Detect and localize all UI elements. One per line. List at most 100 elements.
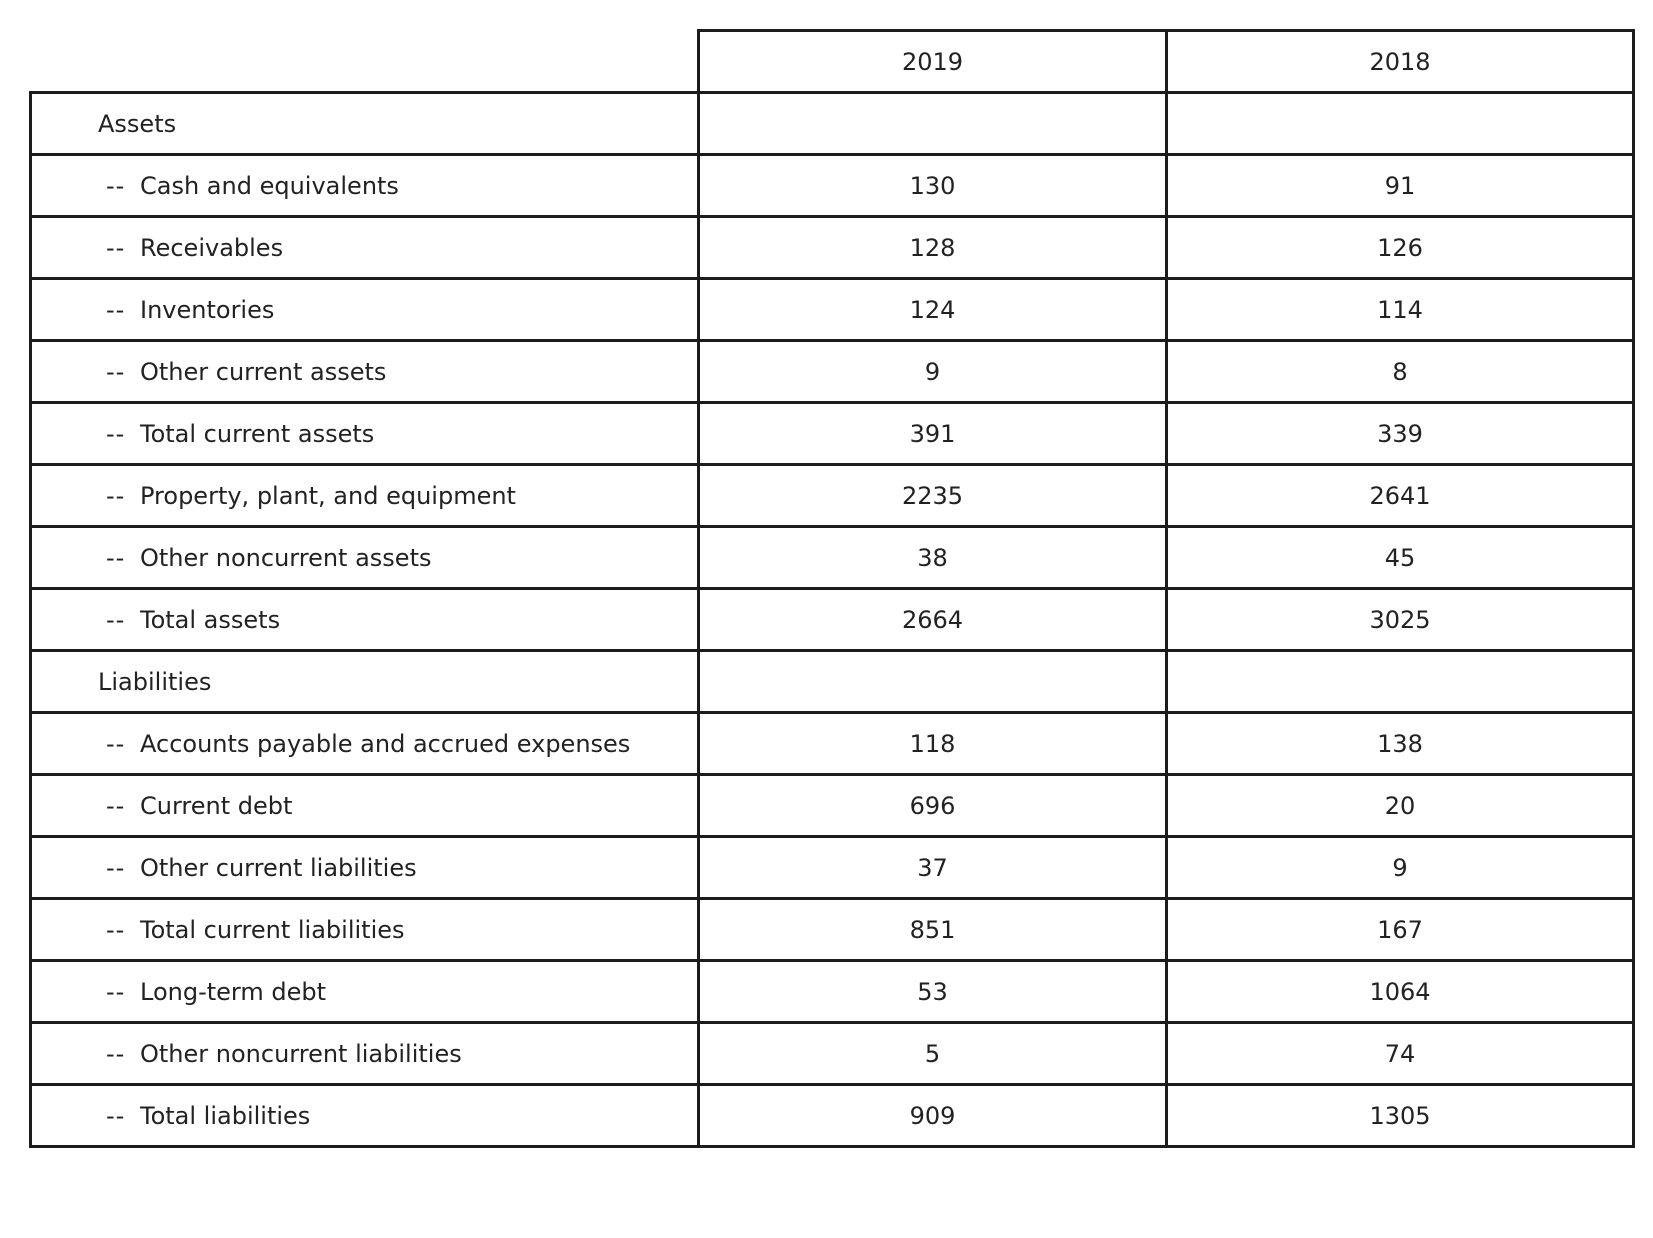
table-row: -- Total current assets 391 339 (29, 401, 1635, 466)
row-label: Receivables (140, 233, 284, 262)
table-row: -- Total assets 2664 3025 (29, 587, 1635, 652)
value-cell-2019: 53 (697, 959, 1168, 1024)
item-prefix: -- (106, 853, 126, 882)
value-cell-2018: 1064 (1165, 959, 1635, 1024)
item-prefix: -- (106, 419, 126, 448)
row-label: Other noncurrent assets (140, 543, 432, 572)
value-cell-2019: 130 (697, 153, 1168, 218)
table-row: -- Total current liabilities 851 167 (29, 897, 1635, 962)
section-heading: Assets (29, 91, 700, 156)
value-cell-2019: 9 (697, 339, 1168, 404)
row-label: Other current liabilities (140, 853, 417, 882)
row-label-cell: -- Current debt (29, 773, 700, 838)
table-row: -- Other current liabilities 37 9 (29, 835, 1635, 900)
item-prefix: -- (106, 605, 126, 634)
value-cell-2019: 696 (697, 773, 1168, 838)
value-cell-2019: 38 (697, 525, 1168, 590)
value-cell-2018: 9 (1165, 835, 1635, 900)
row-label-cell: -- Cash and equivalents (29, 153, 700, 218)
value-cell-2018: 20 (1165, 773, 1635, 838)
table-row: -- Total liabilities 909 1305 (29, 1083, 1635, 1148)
item-prefix: -- (106, 1039, 126, 1068)
row-label: Cash and equivalents (140, 171, 399, 200)
value-cell-2019: 124 (697, 277, 1168, 342)
value-cell-2019: 909 (697, 1083, 1168, 1148)
row-label-cell: -- Total current assets (29, 401, 700, 466)
value-cell-2019: 118 (697, 711, 1168, 776)
row-label: Total current assets (140, 419, 375, 448)
section-row: Liabilities (29, 649, 1635, 714)
row-label-cell: -- Other current liabilities (29, 835, 700, 900)
item-prefix: -- (106, 977, 126, 1006)
value-cell-2018: 91 (1165, 153, 1635, 218)
row-label: Total assets (140, 605, 281, 634)
balance-sheet: 2019 2018 Assets -- Cash and equivalents 13… (29, 29, 1635, 1148)
value-cell-2019: 391 (697, 401, 1168, 466)
column-header-2018: 2018 (1165, 29, 1635, 94)
table-row: -- Long-term debt 53 1064 (29, 959, 1635, 1024)
header-row: 2019 2018 (30, 29, 1635, 94)
value-cell-2018: 74 (1165, 1021, 1635, 1086)
table-row: -- Property, plant, and equipment 2235 2641 (29, 463, 1635, 528)
row-label-cell: -- Other noncurrent assets (29, 525, 700, 590)
table-row: -- Other noncurrent liabilities 5 74 (29, 1021, 1635, 1086)
value-cell-2018: 138 (1165, 711, 1635, 776)
balance-sheet-table: 2019 2018 Assets -- Cash and equivalents 13… (29, 29, 1635, 1148)
section-heading: Liabilities (29, 649, 700, 714)
value-cell-2018: 2641 (1165, 463, 1635, 528)
value-cell-2018: 339 (1165, 401, 1635, 466)
value-cell-2019: 128 (697, 215, 1168, 280)
value-cell-2018: 3025 (1165, 587, 1635, 652)
row-label-cell: -- Other noncurrent liabilities (29, 1021, 700, 1086)
row-label: Current debt (140, 791, 293, 820)
table-row: -- Current debt 696 20 (29, 773, 1635, 838)
value-cell-2019: 2664 (697, 587, 1168, 652)
item-prefix: -- (106, 1101, 126, 1130)
row-label: Other noncurrent liabilities (140, 1039, 462, 1068)
value-cell-2019: 37 (697, 835, 1168, 900)
value-cell-2018: 114 (1165, 277, 1635, 342)
empty-cell (1165, 91, 1635, 156)
table-row: -- Inventories 124 114 (29, 277, 1635, 342)
value-cell-2018: 45 (1165, 525, 1635, 590)
row-label-cell: -- Property, plant, and equipment (29, 463, 700, 528)
item-prefix: -- (106, 543, 126, 572)
item-prefix: -- (106, 171, 126, 200)
item-prefix: -- (106, 233, 126, 262)
empty-cell (1165, 649, 1635, 714)
table-row: -- Receivables 128 126 (29, 215, 1635, 280)
item-prefix: -- (106, 295, 126, 324)
row-label: Accounts payable and accrued expenses (140, 729, 631, 758)
row-label: Other current assets (140, 357, 387, 386)
value-cell-2019: 851 (697, 897, 1168, 962)
value-cell-2018: 8 (1165, 339, 1635, 404)
empty-cell (697, 91, 1168, 156)
row-label-cell: -- Receivables (29, 215, 700, 280)
value-cell-2018: 126 (1165, 215, 1635, 280)
corner-cell (30, 30, 700, 94)
row-label-cell: -- Total assets (29, 587, 700, 652)
table-row: -- Cash and equivalents 130 91 (29, 153, 1635, 218)
empty-cell (697, 649, 1168, 714)
value-cell-2018: 167 (1165, 897, 1635, 962)
section-row: Assets (29, 91, 1635, 156)
table-row: -- Other current assets 9 8 (29, 339, 1635, 404)
item-prefix: -- (106, 357, 126, 386)
item-prefix: -- (106, 481, 126, 510)
column-header-2019: 2019 (697, 29, 1168, 94)
row-label-cell: -- Long-term debt (29, 959, 700, 1024)
value-cell-2019: 2235 (697, 463, 1168, 528)
row-label-cell: -- Total current liabilities (29, 897, 700, 962)
row-label: Total liabilities (140, 1101, 311, 1130)
value-cell-2019: 5 (697, 1021, 1168, 1086)
table-body: Assets -- Cash and equivalents 130 91 -- Recei… (29, 91, 1635, 1148)
row-label-cell: -- Other current assets (29, 339, 700, 404)
row-label-cell: -- Inventories (29, 277, 700, 342)
row-label-cell: -- Total liabilities (29, 1083, 700, 1148)
item-prefix: -- (106, 791, 126, 820)
row-label: Long-term debt (140, 977, 327, 1006)
item-prefix: -- (106, 729, 126, 758)
row-label-cell: -- Accounts payable and accrued expenses (29, 711, 700, 776)
row-label: Inventories (140, 295, 275, 324)
table-row: -- Other noncurrent assets 38 45 (29, 525, 1635, 590)
